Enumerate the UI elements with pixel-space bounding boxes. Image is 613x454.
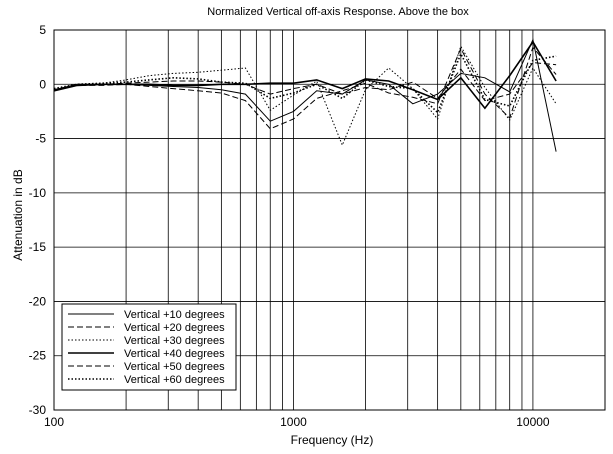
y-tick-label: -20	[29, 294, 47, 308]
legend-label: Vertical +60 degrees	[124, 374, 225, 386]
series-line-3	[53, 45, 557, 147]
series-line-6	[53, 51, 557, 114]
legend-label: Vertical +20 degrees	[124, 322, 225, 334]
series-line-1	[53, 38, 557, 152]
plot-series	[53, 38, 557, 152]
y-tick-label: -30	[29, 403, 47, 417]
chart-title: Normalized Vertical off-axis Response. A…	[207, 6, 469, 18]
y-tick-label: -25	[29, 349, 47, 363]
legend-box	[61, 303, 237, 391]
series-line-2	[53, 46, 557, 130]
series-line-5	[53, 62, 557, 102]
y-tick-label: -5	[35, 132, 46, 146]
legend-label: Vertical +40 degrees	[124, 348, 225, 360]
y-tick-label: 0	[39, 77, 46, 91]
y-tick-label: -15	[29, 240, 47, 254]
y-tick-label: 5	[39, 23, 46, 37]
plot-grid	[54, 29, 606, 411]
axis-ticks: 100 1000 10000 5 0 -5 -10 -15 -20 -25 -30	[29, 23, 550, 429]
x-tick-label: 1000	[280, 415, 307, 429]
x-tick-label: 10000	[516, 415, 550, 429]
legend-label: Vertical +50 degrees	[124, 361, 225, 373]
series-line-4	[53, 40, 557, 110]
legend-label: Vertical +30 degrees	[124, 335, 225, 347]
y-axis-label: Attenuation in dB	[11, 169, 25, 260]
plot-frame	[53, 29, 606, 411]
y-tick-label: -10	[29, 186, 47, 200]
legend-label: Vertical +10 degrees	[124, 309, 225, 321]
x-tick-label: 100	[44, 415, 64, 429]
x-axis-label: Frequency (Hz)	[291, 433, 374, 447]
